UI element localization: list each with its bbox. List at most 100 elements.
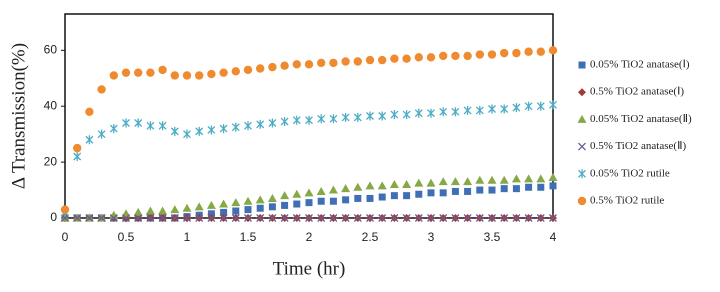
marker: [329, 58, 338, 68]
marker: [427, 214, 435, 222]
marker: [414, 53, 423, 62]
marker: [536, 101, 545, 111]
marker: [158, 121, 167, 131]
marker: [195, 126, 204, 136]
marker: [316, 186, 326, 195]
marker: [577, 196, 587, 206]
marker: [243, 196, 253, 205]
marker: [353, 182, 363, 191]
marker: [341, 214, 350, 222]
marker: [109, 214, 118, 222]
marker: [194, 202, 204, 211]
marker: [536, 214, 545, 222]
marker: [145, 206, 155, 215]
marker: [267, 193, 277, 202]
marker: [536, 47, 545, 56]
marker: [207, 125, 216, 135]
marker: [500, 48, 509, 58]
marker: [219, 124, 228, 134]
marker: [578, 142, 586, 151]
marker: [451, 51, 460, 61]
x-tick-label: 3.5: [484, 230, 501, 244]
marker: [366, 194, 374, 202]
marker: [390, 54, 399, 63]
marker: [329, 214, 338, 222]
marker: [304, 60, 314, 69]
marker: [219, 68, 228, 77]
marker: [353, 214, 362, 222]
marker: [578, 169, 586, 179]
marker: [414, 108, 423, 118]
marker: [231, 122, 240, 132]
marker: [378, 193, 386, 201]
marker: [439, 51, 448, 61]
marker: [500, 104, 509, 114]
marker: [487, 50, 497, 59]
marker: [500, 185, 508, 193]
marker: [146, 121, 155, 131]
marker: [524, 214, 533, 222]
marker: [402, 110, 411, 120]
marker: [170, 126, 179, 136]
marker: [305, 115, 313, 125]
marker: [292, 60, 301, 69]
marker: [256, 64, 265, 73]
marker: [439, 214, 448, 222]
marker: [488, 186, 496, 194]
marker: [390, 110, 399, 120]
marker: [328, 185, 338, 194]
y-axis-title: Δ Transmission(%): [8, 43, 29, 189]
marker: [268, 62, 277, 72]
marker: [134, 118, 143, 128]
marker: [578, 88, 586, 97]
y-tick-label: 0: [50, 210, 57, 224]
marker: [365, 55, 375, 65]
marker: [329, 114, 338, 124]
marker: [268, 118, 277, 128]
marker: [219, 214, 228, 222]
marker: [426, 178, 436, 187]
marker: [341, 57, 350, 66]
marker: [524, 101, 533, 111]
marker: [475, 50, 484, 59]
marker: [463, 177, 473, 186]
marker: [243, 65, 253, 75]
marker: [61, 214, 69, 222]
marker: [353, 112, 362, 122]
marker: [548, 46, 558, 55]
legend-label: 0.5% TiO2 rutile: [590, 195, 664, 207]
marker: [488, 104, 496, 114]
marker: [183, 129, 191, 139]
marker: [220, 208, 228, 216]
marker: [305, 199, 313, 207]
marker: [451, 187, 459, 195]
marker: [293, 200, 301, 208]
marker: [121, 68, 131, 77]
marker: [341, 112, 350, 122]
marker: [281, 201, 289, 209]
marker: [354, 194, 362, 202]
marker: [85, 107, 94, 117]
marker: [524, 174, 534, 183]
marker: [207, 214, 216, 222]
marker: [536, 174, 546, 183]
marker: [439, 189, 447, 197]
marker: [403, 192, 411, 200]
legend-label: 0.05% TiO2 rutile: [590, 167, 670, 179]
marker: [304, 188, 314, 197]
marker: [158, 65, 167, 75]
marker: [97, 85, 106, 94]
marker: [122, 214, 130, 222]
marker: [60, 205, 70, 214]
x-axis-title: Time (hr): [273, 258, 346, 279]
marker: [512, 103, 521, 113]
marker: [463, 214, 472, 222]
x-tick-label: 1.5: [240, 230, 257, 244]
marker: [402, 54, 411, 63]
marker: [97, 214, 106, 222]
marker: [463, 51, 472, 61]
marker: [97, 129, 106, 139]
x-tick-label: 2.5: [362, 230, 379, 244]
marker: [244, 121, 252, 131]
